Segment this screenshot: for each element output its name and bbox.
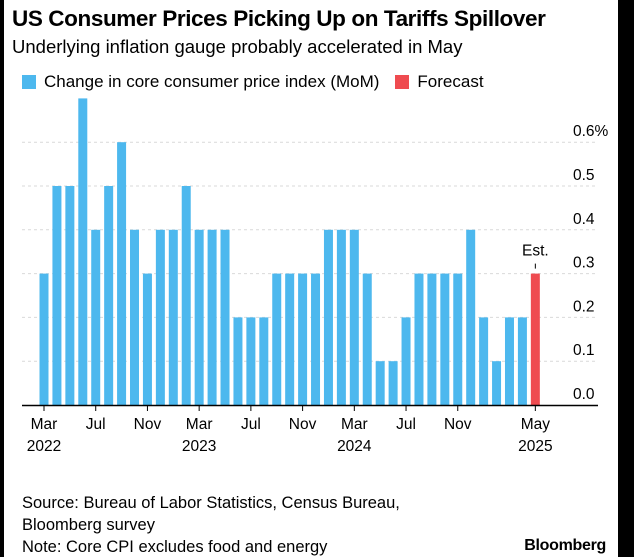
bar [91, 229, 101, 405]
bar [492, 361, 502, 405]
bar [336, 229, 346, 405]
forecast-bar [530, 273, 540, 405]
x-tick-label: May [521, 416, 551, 433]
y-tick-label: 0.1 [573, 342, 595, 359]
legend-swatch-actual [22, 75, 36, 89]
bar [311, 273, 321, 405]
y-tick-label: 0.5 [573, 167, 595, 184]
bar [39, 273, 49, 405]
bar [414, 273, 424, 405]
bar [104, 186, 114, 405]
legend-item-actual: Change in core consumer price index (MoM… [22, 72, 379, 92]
legend-swatch-forecast [395, 75, 410, 89]
chart-subtitle: Underlying inflation gauge probably acce… [12, 36, 463, 57]
x-tick-year-label: 2023 [182, 438, 216, 455]
bar [427, 273, 437, 405]
bar [285, 273, 295, 405]
bar [168, 229, 178, 405]
legend-label-actual: Change in core consumer price index (MoM… [44, 72, 380, 91]
chart-title: US Consumer Prices Picking Up on Tariffs… [12, 6, 546, 31]
bar [375, 361, 385, 405]
bar [155, 229, 165, 405]
source-line-1: Source: Bureau of Labor Statistics, Cens… [22, 494, 400, 512]
bar [233, 317, 243, 405]
bar [272, 273, 282, 405]
forecast-annotation: Est. [522, 243, 549, 260]
x-tick-year-label: 2022 [27, 438, 61, 455]
bar [142, 273, 152, 405]
bar [220, 229, 230, 405]
x-tick-label: Jul [396, 416, 416, 433]
bar [207, 229, 217, 405]
bar [298, 273, 308, 405]
bar [401, 317, 411, 405]
bar [323, 229, 333, 405]
bar [130, 229, 140, 405]
bar [440, 273, 450, 405]
x-tick-label: Nov [289, 416, 317, 433]
bar [517, 317, 527, 405]
x-tick-label: Jul [86, 416, 106, 433]
bar [65, 186, 75, 405]
bar [117, 142, 127, 405]
y-tick-label: 0.0 [573, 386, 595, 403]
legend-label-forecast: Forecast [417, 72, 484, 91]
x-tick-label: Mar [341, 416, 368, 433]
bloomberg-logo: Bloomberg [524, 537, 606, 554]
bar [466, 229, 476, 405]
x-tick-year-label: 2024 [337, 438, 372, 455]
bar [453, 273, 463, 405]
y-tick-label: 0.2 [573, 298, 595, 315]
bar [52, 186, 62, 405]
bar [78, 98, 88, 406]
y-tick-label: 0.6% [573, 123, 609, 140]
bar [479, 317, 489, 405]
chart-note: Note: Core CPI excludes food and energy [22, 538, 328, 556]
x-tick-year-label: 2025 [518, 438, 552, 455]
x-tick-label: Mar [31, 416, 58, 433]
bar [246, 317, 256, 405]
legend-item-forecast: Forecast [395, 72, 484, 92]
bar [362, 273, 372, 405]
y-tick-label: 0.3 [573, 255, 595, 272]
x-tick-label: Mar [186, 416, 213, 433]
y-tick-label: 0.4 [573, 211, 595, 228]
left-frame-border [0, 0, 4, 557]
bar [181, 186, 191, 405]
legend: Change in core consumer price index (MoM… [22, 72, 500, 92]
right-frame-border [618, 0, 634, 557]
x-tick-label: Nov [134, 416, 162, 433]
bar [388, 361, 398, 405]
x-tick-label: Nov [444, 416, 472, 433]
bar [194, 229, 204, 405]
bar [504, 317, 514, 405]
source-line-2: Bloomberg survey [22, 516, 155, 534]
bar [259, 317, 269, 405]
x-tick-label: Jul [241, 416, 261, 433]
bar [349, 229, 359, 405]
